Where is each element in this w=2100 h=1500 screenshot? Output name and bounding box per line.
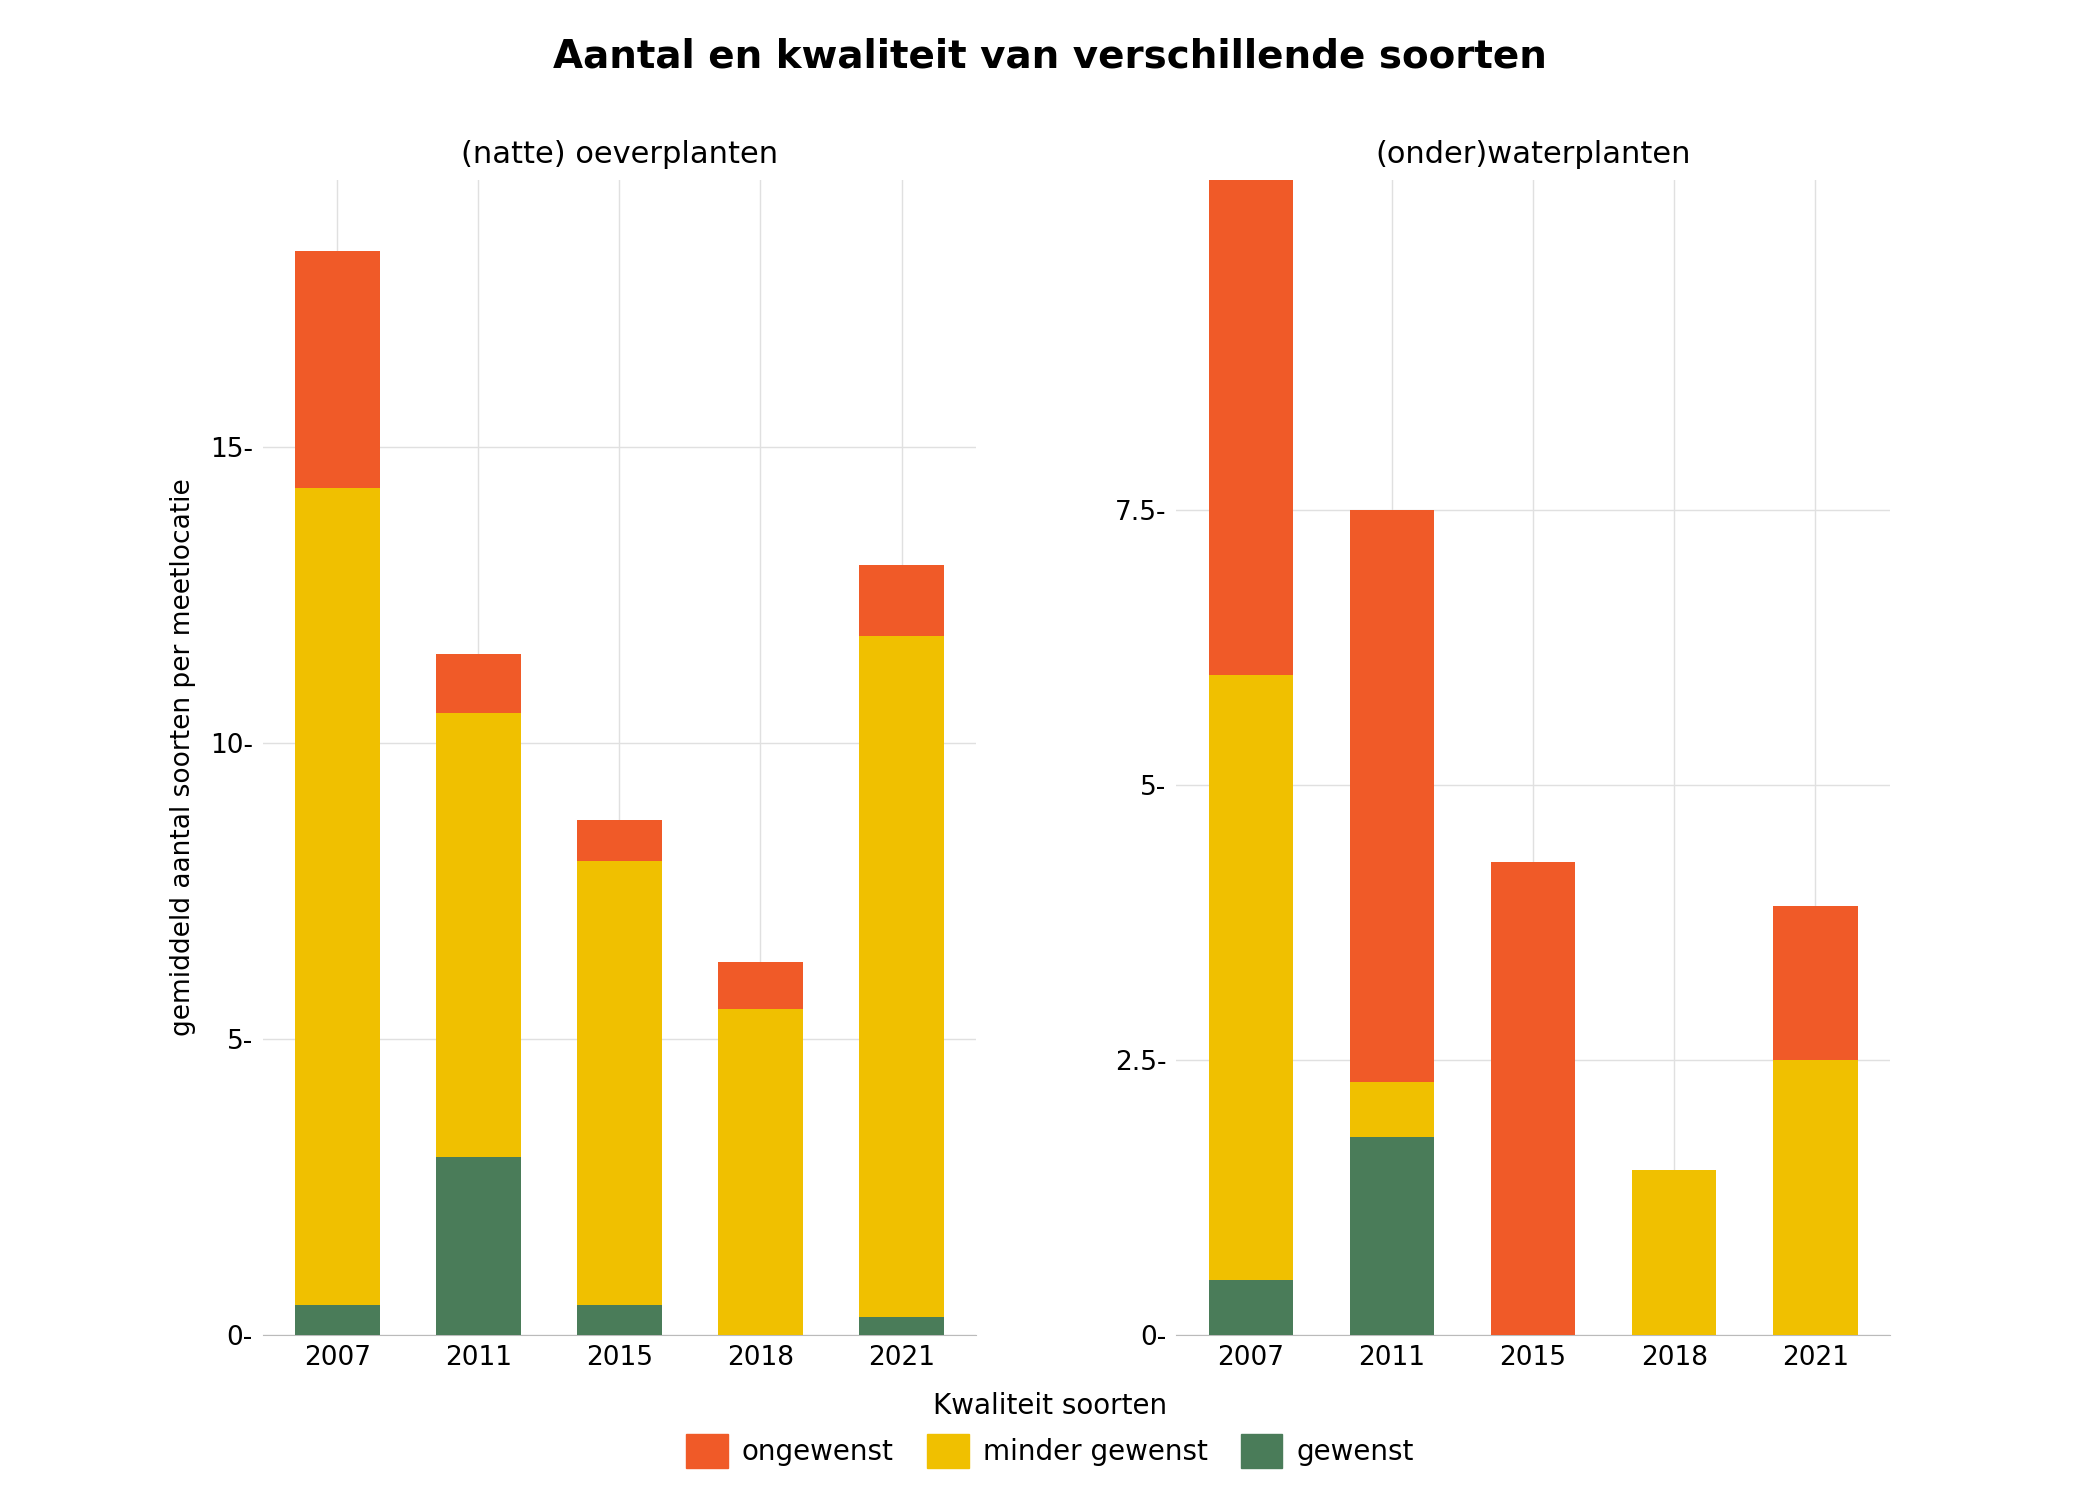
Bar [1210, 1280, 1294, 1335]
Bar [1632, 1170, 1716, 1335]
Bar [437, 712, 521, 1158]
Bar [1772, 906, 1858, 1060]
Bar [1350, 510, 1434, 1082]
Legend: ongewenst, minder gewenst, gewenst: ongewenst, minder gewenst, gewenst [676, 1380, 1424, 1479]
Bar [859, 636, 943, 1317]
Bar [859, 1317, 943, 1335]
Bar [294, 251, 380, 488]
Bar [437, 654, 521, 712]
Bar [1350, 1137, 1434, 1335]
Bar [578, 861, 662, 1305]
Text: Aantal en kwaliteit van verschillende soorten: Aantal en kwaliteit van verschillende so… [552, 38, 1548, 75]
Bar [437, 1158, 521, 1335]
Title: (natte) oeverplanten: (natte) oeverplanten [460, 141, 777, 170]
Bar [718, 1010, 802, 1335]
Bar [1350, 1082, 1434, 1137]
Bar [1491, 862, 1575, 1335]
Bar [859, 566, 943, 636]
Bar [1772, 1060, 1858, 1335]
Bar [1210, 15, 1294, 675]
Bar [718, 962, 802, 1010]
Bar [1210, 675, 1294, 1280]
Y-axis label: gemiddeld aantal soorten per meetlocatie: gemiddeld aantal soorten per meetlocatie [170, 478, 195, 1036]
Bar [578, 1305, 662, 1335]
Bar [578, 819, 662, 861]
Bar [294, 1305, 380, 1335]
Bar [294, 488, 380, 1305]
Title: (onder)waterplanten: (onder)waterplanten [1376, 141, 1690, 170]
